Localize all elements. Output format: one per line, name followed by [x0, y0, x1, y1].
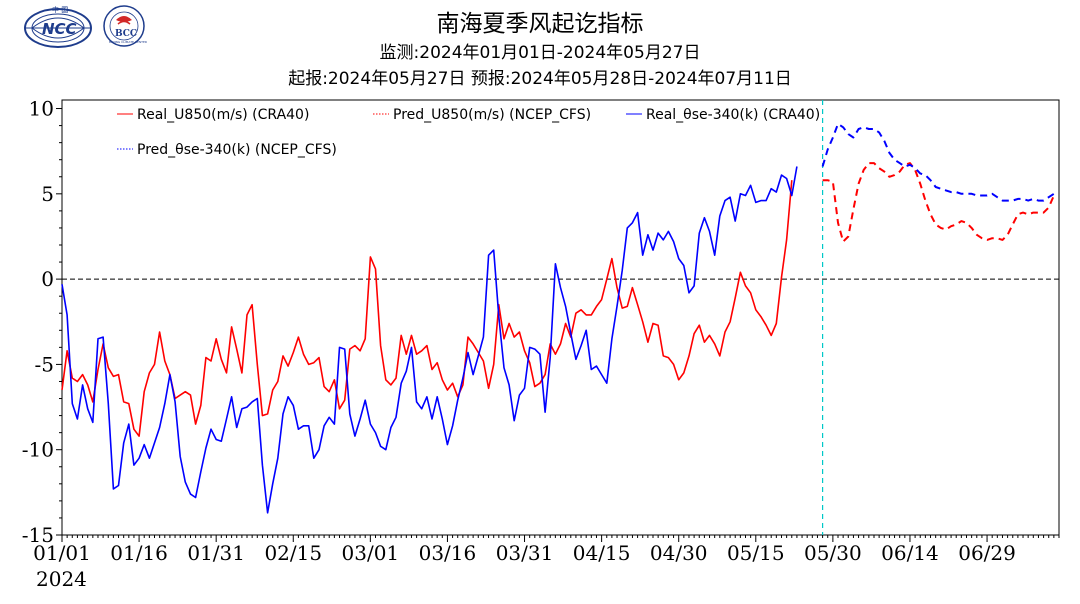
x-tick-label: 03/31 [496, 541, 554, 565]
legend: Real_U850(m/s) (CRA40) Pred_U850(m/s) (NC… [117, 107, 820, 158]
monitor-period: 监测:2024年01月01日-2024年05月27日 [379, 43, 701, 63]
x-year-label: 2024 [36, 567, 87, 591]
ncc-logo-top-text: 中 国 [52, 5, 68, 14]
x-tick-label: 03/16 [419, 541, 477, 565]
x-tick-label: 05/15 [727, 541, 785, 565]
chart-title: 南海夏季风起讫指标 [436, 11, 644, 37]
series-line-0 [61, 180, 793, 437]
x-tick-label: 01/31 [187, 541, 245, 565]
x-tick-label: 01/16 [110, 541, 168, 565]
series-line-2 [61, 166, 798, 514]
legend-label-2: Real_θse-340(k) (CRA40) [646, 107, 820, 123]
legend-label-0: Real_U850(m/s) (CRA40) [137, 107, 309, 123]
bcc-logo-text: BCC [115, 29, 137, 39]
legend-label-1: Pred_U850(m/s) (NCEP_CFS) [393, 107, 591, 123]
x-tick-label: 04/15 [573, 541, 631, 565]
x-tick-label: 06/14 [881, 541, 939, 565]
y-tick-label: -5 [35, 352, 54, 376]
x-tick-label: 04/30 [650, 541, 708, 565]
y-tick-label: 0 [41, 267, 54, 291]
x-tick-label: 05/30 [804, 541, 862, 565]
logos: 中 国 NCC BCC BEIJING CLIMATE CENTER [24, 5, 147, 48]
x-tick-label: 06/29 [958, 541, 1016, 565]
series-line-3 [821, 122, 1055, 202]
series-layer [61, 100, 1059, 535]
bcc-logo: BCC BEIJING CLIMATE CENTER [103, 5, 147, 47]
forecast-period: 起报:2024年05月27日 预报:2024年05月28日-2024年07月11… [288, 69, 792, 89]
legend-label-3: Pred_θse-340(k) (NCEP_CFS) [137, 142, 337, 158]
y-tick-label: 10 [29, 97, 54, 121]
y-tick-label: -10 [22, 438, 54, 462]
x-tick-label: 03/01 [342, 541, 400, 565]
y-tick-label: -15 [22, 523, 54, 547]
series-line-1 [822, 162, 1055, 243]
x-tick-label: 02/15 [264, 541, 322, 565]
ncc-logo-text: NCC [42, 20, 77, 38]
y-tick-label: 5 [41, 182, 54, 206]
bcc-logo-ring-text: BEIJING CLIMATE CENTER [109, 40, 147, 44]
ncc-logo: 中 国 NCC [24, 5, 92, 48]
x-tick-label: 01/01 [33, 541, 91, 565]
